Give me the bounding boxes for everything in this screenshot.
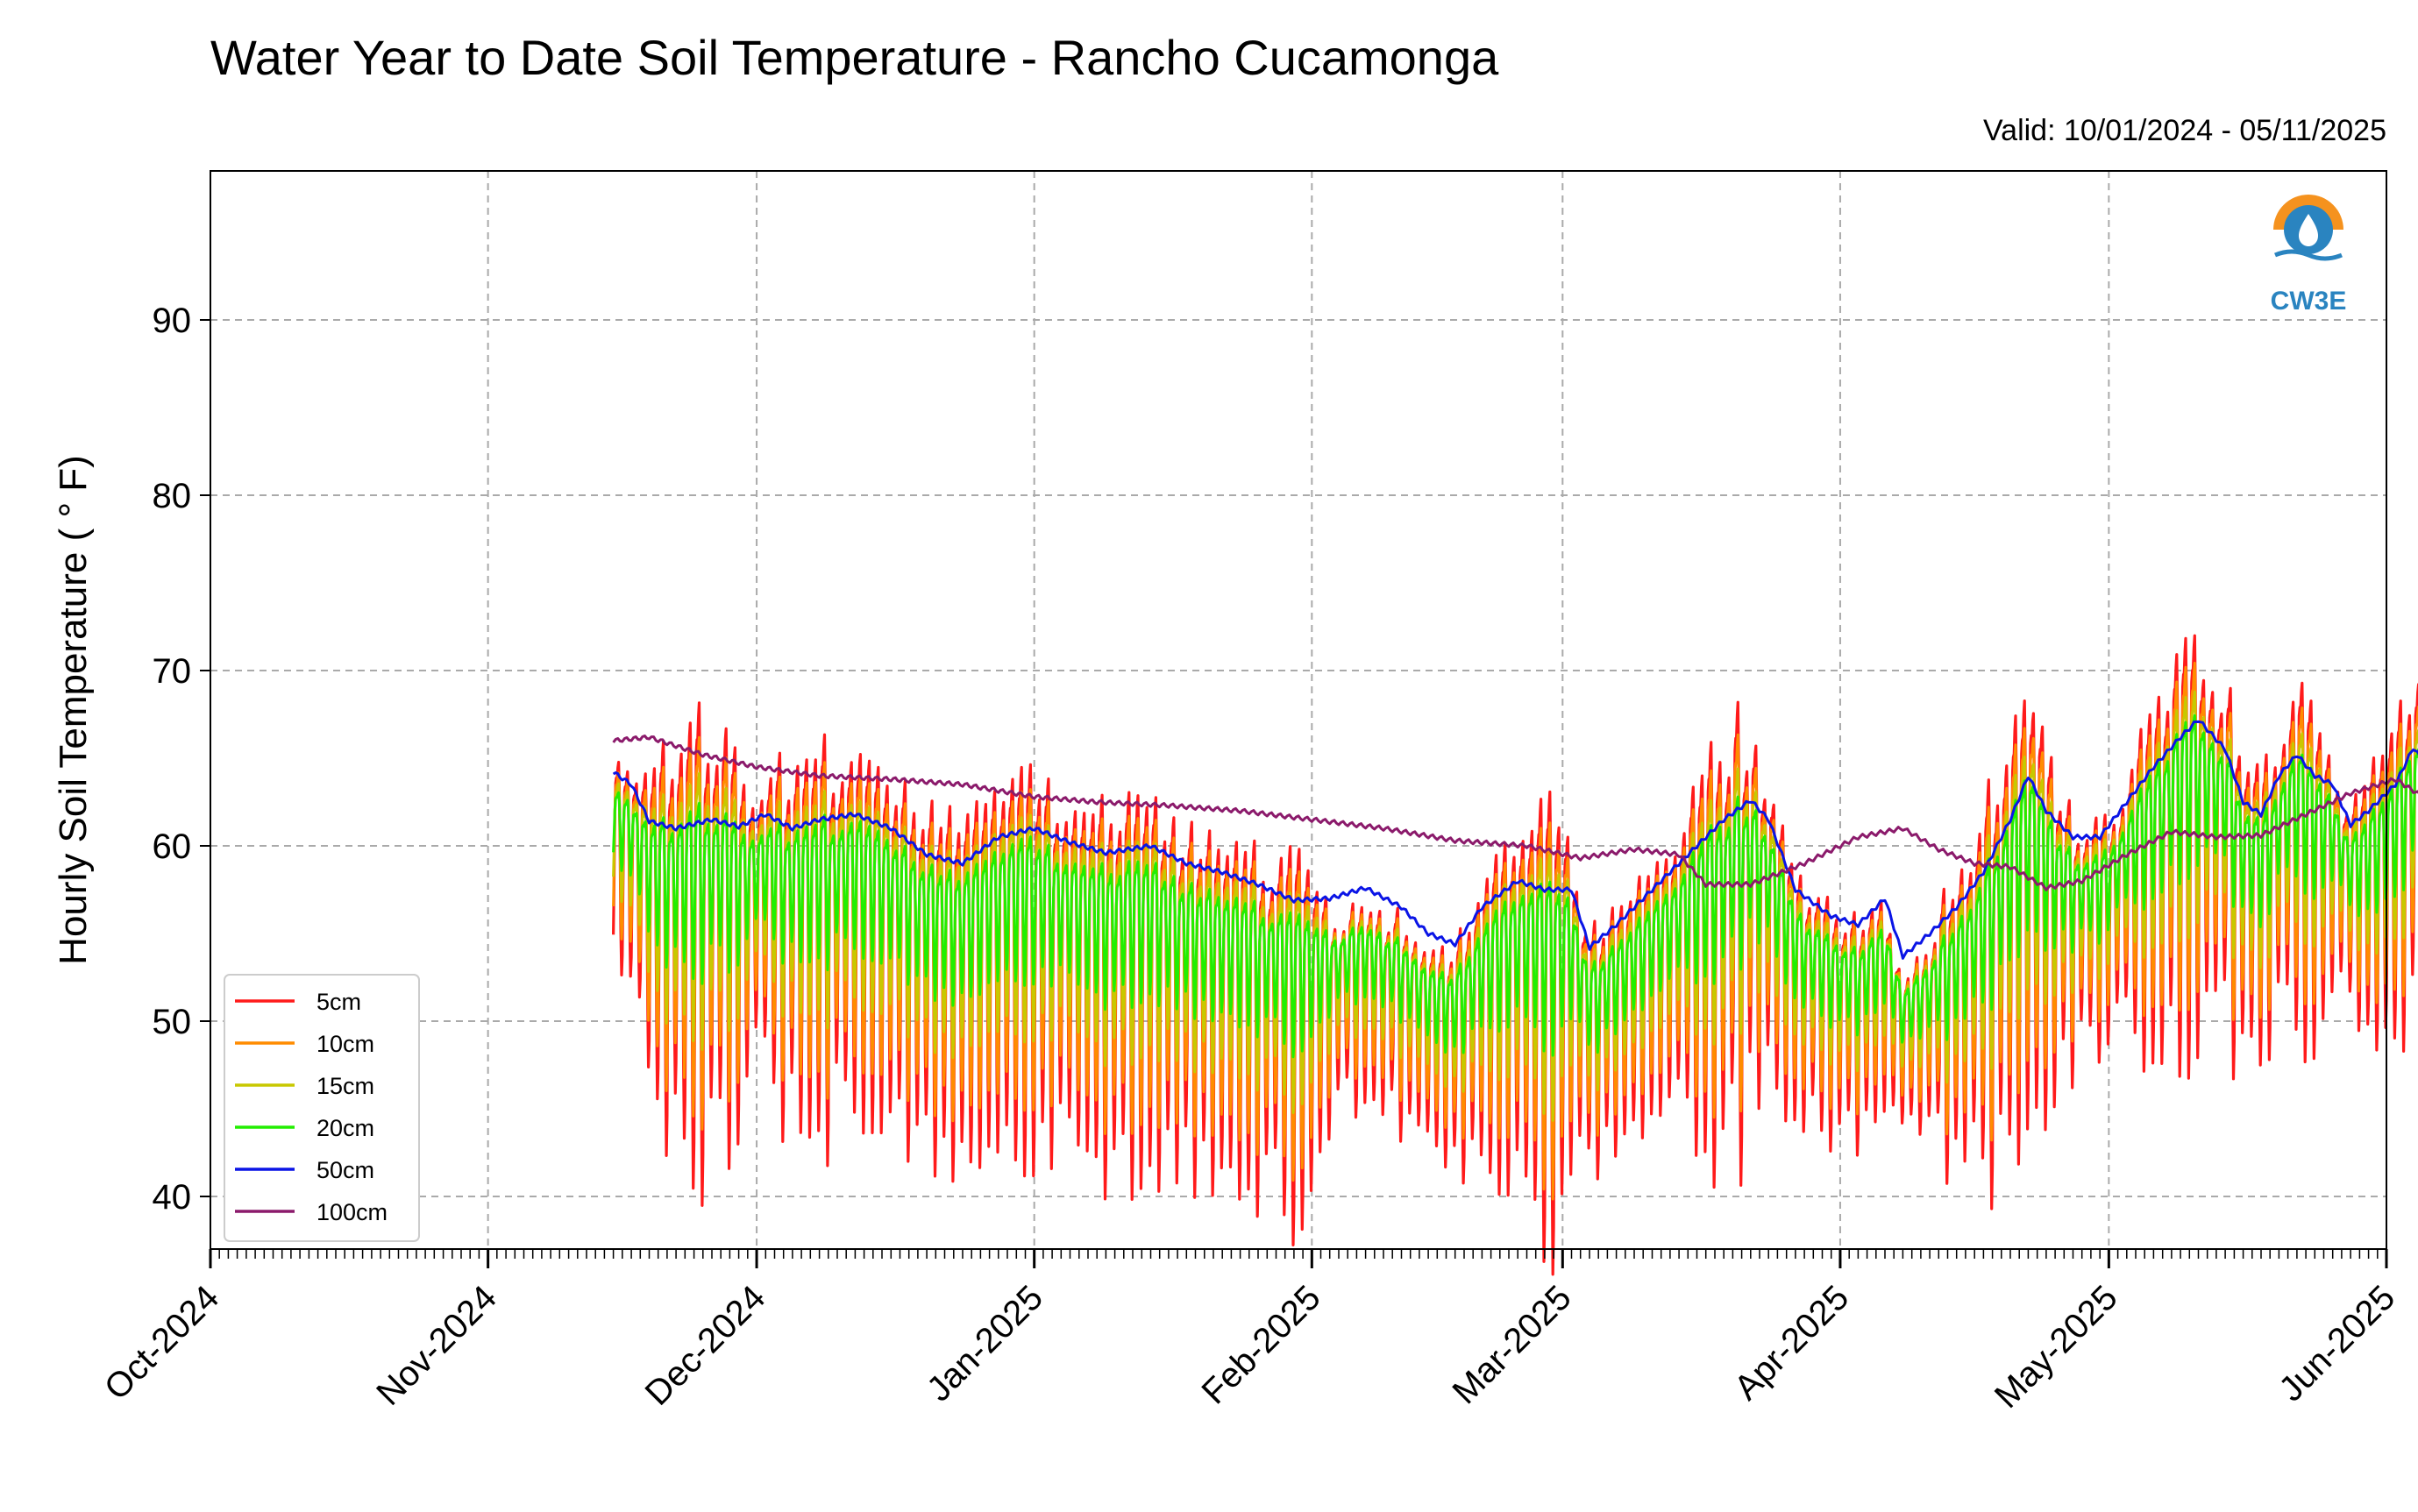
- x-tick-label: Feb-2025: [1194, 1278, 1327, 1411]
- y-tick-label: 70: [153, 652, 192, 691]
- series-line-20cm: [612, 713, 2418, 1059]
- legend: 5cm 10cm 15cm 20cm 50cm 100cm: [224, 974, 420, 1242]
- legend-box: [224, 974, 420, 1242]
- chart-subtitle: Valid: 10/01/2024 - 05/11/2025: [1983, 114, 2386, 147]
- x-tick-label: Dec-2024: [638, 1278, 773, 1413]
- y-tick-label: 50: [153, 1003, 192, 1041]
- x-tick-label: Mar-2025: [1446, 1278, 1579, 1411]
- logo-wave-icon: [2274, 249, 2343, 261]
- logo-water-drop-icon: [2299, 214, 2318, 246]
- x-tick-label: May-2025: [1988, 1278, 2125, 1416]
- series-line-50cm: [612, 720, 2418, 960]
- y-tick-label: 60: [153, 827, 192, 866]
- legend-label-5cm: 5cm: [316, 989, 361, 1015]
- series-line-100cm: [612, 735, 2418, 891]
- x-tick-label: Nov-2024: [369, 1278, 504, 1413]
- x-tick-label: Oct-2024: [97, 1278, 226, 1407]
- chart-title: Water Year to Date Soil Temperature - Ra…: [210, 30, 1499, 85]
- plot-area-frame: [210, 170, 2387, 1250]
- legend-label-100cm: 100cm: [316, 1199, 388, 1225]
- data-series: [612, 634, 2418, 1276]
- y-tick-label: 90: [153, 302, 192, 340]
- cw3e-logo: CW3E: [2271, 195, 2347, 316]
- legend-label-50cm: 50cm: [316, 1157, 374, 1183]
- legend-label-15cm: 15cm: [316, 1073, 374, 1099]
- legend-label-10cm: 10cm: [316, 1031, 374, 1057]
- logo-text: CW3E: [2271, 287, 2347, 316]
- x-tick-label: Jan-2025: [920, 1278, 1050, 1409]
- x-minor-ticks: [210, 1249, 2387, 1259]
- y-axis-label: Hourly Soil Temperature ( ° F): [52, 455, 95, 965]
- y-tick-label: 80: [153, 477, 192, 515]
- legend-label-20cm: 20cm: [316, 1115, 374, 1141]
- x-tick-label: Apr-2025: [1727, 1278, 1856, 1407]
- x-tick-label: Jun-2025: [2272, 1278, 2402, 1409]
- grid-lines: [210, 171, 2387, 1249]
- y-tick-label: 40: [153, 1178, 192, 1217]
